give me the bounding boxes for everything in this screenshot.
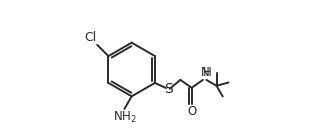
Text: Cl: Cl <box>84 31 96 44</box>
Text: H: H <box>203 66 212 79</box>
Text: O: O <box>187 105 196 118</box>
Text: S: S <box>164 82 173 96</box>
Text: N: N <box>200 66 209 79</box>
Text: NH$_2$: NH$_2$ <box>113 110 136 125</box>
